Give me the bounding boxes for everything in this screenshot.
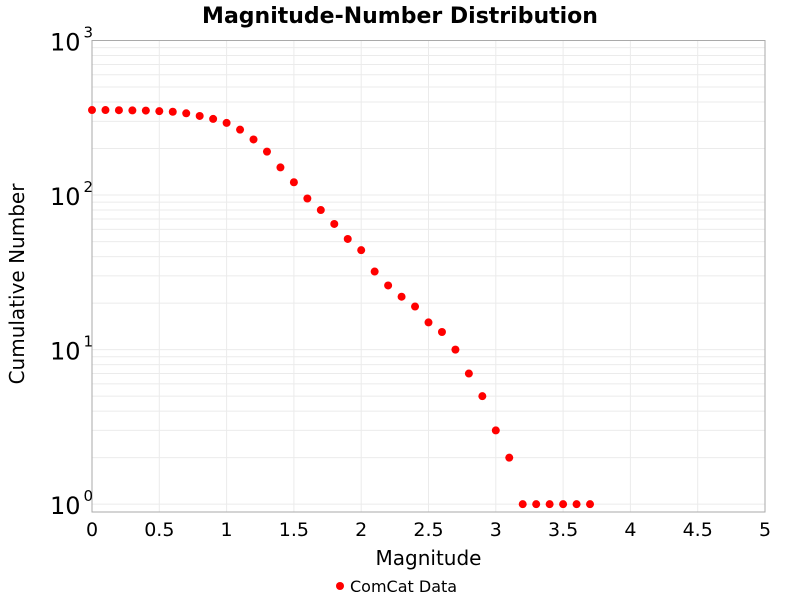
data-point bbox=[114, 106, 123, 115]
y-tick-label: 10 0 bbox=[50, 487, 93, 520]
x-tick-label: 1 bbox=[221, 519, 233, 541]
data-point bbox=[262, 147, 271, 156]
x-tick-label: 4.5 bbox=[683, 519, 713, 541]
data-point bbox=[357, 246, 366, 255]
data-point bbox=[168, 107, 177, 116]
x-tick-label: 2.5 bbox=[413, 519, 443, 541]
data-point bbox=[343, 234, 352, 243]
plot-frame bbox=[91, 40, 766, 513]
y-tick-base: 10 bbox=[50, 183, 81, 211]
data-point bbox=[384, 281, 393, 290]
data-point bbox=[532, 500, 541, 509]
data-point bbox=[209, 114, 218, 123]
data-point bbox=[437, 328, 446, 337]
data-point bbox=[289, 178, 298, 187]
data-point bbox=[303, 194, 312, 203]
y-tick-exponent: 1 bbox=[84, 333, 94, 351]
data-point bbox=[545, 500, 554, 509]
data-point bbox=[505, 453, 514, 462]
x-tick-label: 0.5 bbox=[144, 519, 174, 541]
data-point bbox=[370, 267, 379, 276]
data-point bbox=[155, 107, 164, 116]
x-tick-label: 5 bbox=[759, 519, 771, 541]
y-tick-base: 10 bbox=[50, 338, 81, 366]
data-point bbox=[141, 106, 150, 115]
data-point bbox=[195, 111, 204, 120]
data-point bbox=[88, 106, 96, 115]
data-point bbox=[222, 118, 231, 127]
x-axis-label: Magnitude bbox=[376, 546, 482, 570]
chart-title: Magnitude-Number Distribution bbox=[202, 4, 598, 29]
data-point bbox=[518, 500, 527, 509]
data-point bbox=[249, 135, 258, 144]
data-point bbox=[330, 219, 339, 228]
data-point bbox=[128, 106, 137, 115]
data-point bbox=[411, 302, 420, 311]
data-point bbox=[276, 163, 285, 172]
data-point bbox=[572, 500, 581, 509]
x-tick-label: 1.5 bbox=[279, 519, 309, 541]
y-tick-exponent: 3 bbox=[84, 24, 94, 42]
data-point bbox=[397, 292, 406, 301]
y-tick-exponent: 0 bbox=[84, 487, 94, 505]
x-tick-label: 3.5 bbox=[548, 519, 578, 541]
y-tick-label: 10 3 bbox=[50, 24, 93, 57]
data-point bbox=[491, 426, 500, 435]
y-tick-base: 10 bbox=[50, 29, 81, 57]
data-point bbox=[182, 109, 191, 118]
x-ticks: 0 0.5 1 1.5 2 2.5 3 3.5 4 4.5 5 bbox=[86, 519, 771, 541]
data-point bbox=[478, 392, 487, 401]
data-point bbox=[586, 500, 595, 509]
data-point bbox=[316, 206, 325, 215]
x-tick-label: 2 bbox=[355, 519, 367, 541]
y-axis-label: Cumulative Number bbox=[5, 183, 29, 385]
y-tick-base: 10 bbox=[50, 492, 81, 520]
legend-marker bbox=[336, 582, 344, 590]
y-tick-label: 10 2 bbox=[50, 178, 93, 211]
grid bbox=[91, 40, 766, 512]
x-tick-label: 4 bbox=[624, 519, 636, 541]
data-point bbox=[559, 500, 568, 509]
data-points bbox=[88, 106, 595, 509]
x-tick-label: 3 bbox=[490, 519, 502, 541]
data-point bbox=[424, 318, 433, 327]
data-point bbox=[101, 106, 110, 115]
y-tick-exponent: 2 bbox=[84, 178, 94, 196]
legend-label: ComCat Data bbox=[350, 577, 457, 596]
data-point bbox=[451, 345, 460, 354]
legend[interactable]: ComCat Data bbox=[336, 577, 457, 596]
y-tick-label: 10 1 bbox=[50, 333, 93, 366]
x-tick-label: 0 bbox=[86, 519, 98, 541]
data-point bbox=[236, 125, 245, 134]
data-point bbox=[464, 369, 473, 378]
